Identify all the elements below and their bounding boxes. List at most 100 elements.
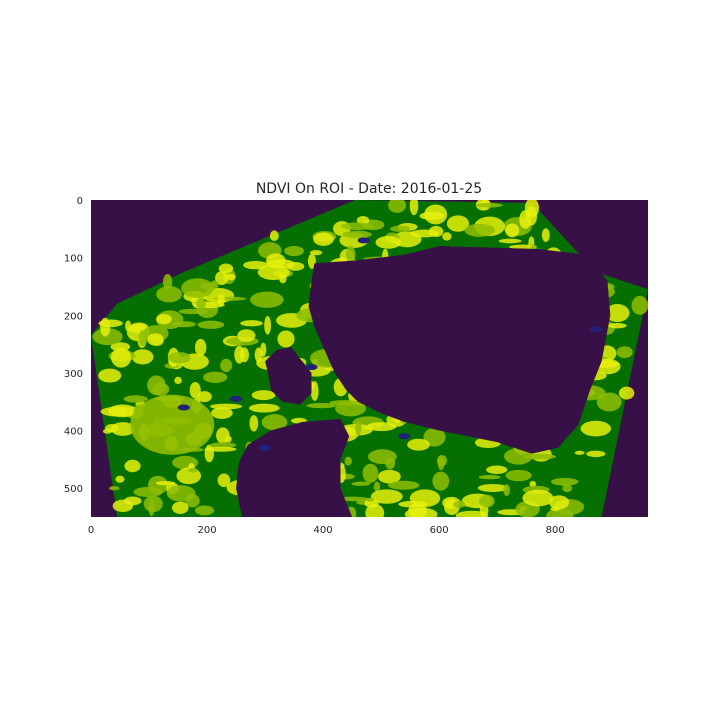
ndvi-patch	[477, 483, 508, 492]
ndvi-patch	[346, 245, 356, 264]
ndvi-patch	[586, 450, 606, 458]
ndvi-patch	[335, 400, 367, 417]
ndvi-patch	[436, 454, 448, 467]
ndvi-patch	[100, 317, 111, 337]
ndvi-patch	[408, 502, 428, 517]
ndvi-patch	[133, 486, 163, 498]
ndvi-patch	[237, 329, 256, 343]
ndvi-patch	[111, 347, 132, 368]
ndvi-patch	[174, 376, 182, 385]
ndvi-patch	[423, 427, 446, 447]
ndvi-patch	[503, 484, 511, 496]
ndvi-patch	[605, 304, 630, 323]
ndvi-patch	[309, 250, 323, 256]
ndvi-patch	[407, 438, 430, 451]
ndvi-patch	[178, 308, 208, 315]
ndvi-patch	[251, 390, 276, 401]
ndvi-patch	[218, 263, 234, 274]
ndvi-patch	[264, 316, 272, 335]
ndvi-patch	[370, 489, 403, 504]
ndvi-patch	[479, 494, 495, 508]
ndvi-patch	[187, 468, 198, 473]
ndvi-patch	[138, 330, 148, 347]
shallow-water-patch	[230, 395, 243, 402]
x-tick-label: 600	[430, 525, 449, 536]
ndvi-patch	[250, 291, 284, 308]
ndvi-patch	[162, 273, 173, 290]
ndvi-patch	[409, 489, 441, 508]
ndvi-patch	[240, 320, 263, 327]
ndvi-patch	[168, 352, 191, 364]
ndvi-patch	[446, 215, 470, 232]
ndvi-patch	[98, 368, 122, 383]
ndvi-patch	[155, 481, 176, 486]
ndvi-patch	[266, 259, 295, 269]
ndvi-patch	[341, 222, 374, 231]
ndvi-patch	[442, 232, 452, 241]
ndvi-patch	[478, 474, 501, 480]
ndvi-patch	[409, 229, 439, 238]
ndvi-patch	[194, 505, 215, 516]
shallow-water-patch	[305, 364, 318, 371]
ndvi-patch	[344, 456, 352, 466]
ndvi-patch	[234, 345, 245, 364]
x-axis: 0 200 400 600 800	[88, 525, 565, 536]
shallow-water-patch	[589, 326, 602, 333]
ndvi-patch	[378, 469, 401, 484]
ndvi-patch	[464, 223, 495, 237]
ndvi-patch	[475, 202, 503, 208]
water-mask-central-bay	[308, 246, 611, 454]
ndvi-patch	[306, 402, 336, 409]
ndvi-patch	[574, 450, 585, 455]
ndvi-patch	[260, 342, 267, 357]
ndvi-patch	[546, 508, 574, 517]
shallow-water-patch	[177, 404, 190, 411]
ndvi-patch	[115, 475, 125, 483]
ndvi-patch	[541, 228, 550, 243]
ndvi-patch	[209, 403, 243, 410]
ndvi-patch	[249, 415, 259, 432]
y-tick-label: 400	[64, 427, 83, 438]
ndvi-patch	[248, 403, 280, 413]
ndvi-patch	[375, 235, 402, 249]
ndvi-patch	[525, 206, 538, 226]
ndvi-patch	[580, 420, 612, 437]
ndvi-patch	[124, 459, 141, 473]
ndvi-patch	[366, 422, 397, 432]
ndvi-patch	[351, 481, 371, 486]
ndvi-patch	[550, 506, 560, 512]
water-mask-south-west-bay	[236, 419, 353, 517]
ndvi-patch	[277, 330, 295, 348]
ndvi-patch	[424, 204, 448, 225]
ndvi-patch	[387, 480, 420, 490]
chart-title: NDVI On ROI - Date: 2016-01-25	[256, 181, 482, 197]
ndvi-patch	[307, 253, 316, 269]
ndvi-patch	[107, 404, 137, 418]
ndvi-patch	[505, 223, 520, 238]
ndvi-patch	[185, 494, 200, 508]
ndvi-patch	[220, 358, 233, 373]
ndvi-patch	[618, 386, 635, 400]
ndvi-patch	[92, 328, 123, 346]
ndvi-patch	[529, 480, 537, 488]
ndvi-patch	[172, 501, 189, 514]
ndvi-patch	[284, 245, 304, 257]
ndvi-patch	[616, 346, 633, 359]
ndvi-patch	[390, 225, 411, 232]
ndvi-patch	[366, 497, 375, 502]
ndvi-patch	[373, 481, 381, 493]
ndvi-patch	[194, 338, 207, 357]
ndvi-patch	[156, 285, 183, 303]
ndvi-patch	[105, 423, 119, 433]
ndvi-patch	[607, 322, 627, 329]
y-tick-label: 0	[77, 196, 83, 207]
ndvi-patch	[211, 407, 233, 419]
ndvi-patch	[204, 446, 237, 452]
ndvi-patch	[355, 419, 362, 436]
x-tick-label: 200	[197, 525, 216, 536]
ndvi-patch	[130, 394, 215, 455]
ndvi-patch	[152, 382, 170, 396]
ndvi-patch	[486, 465, 508, 475]
ndvi-patch	[197, 391, 212, 403]
